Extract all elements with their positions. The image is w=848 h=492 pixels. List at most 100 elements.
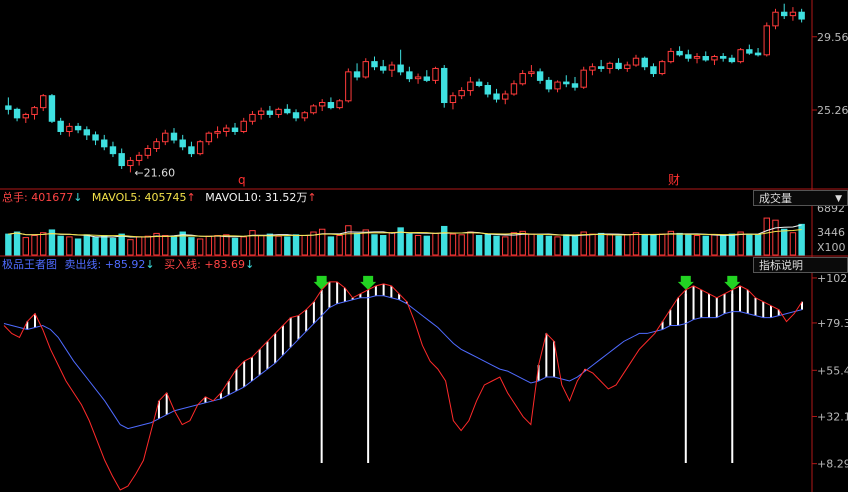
chevron-down-icon: ▼ <box>835 194 842 204</box>
volume-bar <box>781 228 788 256</box>
candle-body <box>414 76 422 80</box>
candle-body <box>153 141 160 150</box>
volume-bar <box>563 234 570 256</box>
volume-bar <box>144 235 152 256</box>
green-arrow-icon <box>360 275 377 290</box>
candle-body <box>249 113 256 122</box>
candle-body <box>336 100 343 109</box>
candle-body <box>371 61 378 68</box>
volume-bar <box>597 232 605 256</box>
candle-body <box>510 83 518 95</box>
candle-body <box>754 52 762 56</box>
candle-body <box>536 71 544 81</box>
candle-body <box>676 50 683 56</box>
candle-body <box>144 148 152 156</box>
candle-body <box>641 57 648 68</box>
indicator-legend: 极品王者图 卖出线: +85.92↓ 买入线: +83.69↓ <box>2 257 254 273</box>
volume-bar <box>711 234 718 256</box>
volume-bar <box>406 233 413 256</box>
candle-body <box>266 110 274 115</box>
volume-bar <box>66 236 73 256</box>
volume-bar <box>580 231 587 256</box>
volume-bar <box>719 234 727 256</box>
green-arrow-icon <box>677 275 694 290</box>
candle-body <box>658 61 666 75</box>
candle-body <box>502 93 509 100</box>
total-volume-label: 总手: 401677 <box>2 191 74 204</box>
volume-bar <box>502 236 509 256</box>
volume-indicator-dropdown[interactable]: 成交量 ▼ <box>753 190 848 206</box>
sell-line-series <box>3 295 803 430</box>
volume-bar <box>493 235 500 256</box>
indicator-help-button[interactable]: 指标说明 <box>753 257 848 273</box>
volume-bar <box>554 236 561 256</box>
volume-bar <box>179 231 186 256</box>
candle-body <box>528 71 535 75</box>
candle-body <box>728 57 736 63</box>
volume-bar <box>536 234 544 256</box>
candle-body <box>135 154 143 161</box>
volume-bar <box>772 219 779 256</box>
volume-bar <box>109 237 117 256</box>
volume-bar <box>318 228 326 256</box>
candle-body <box>563 81 570 85</box>
volume-bar <box>510 232 518 256</box>
volume-bar <box>615 235 622 256</box>
volume-bar <box>754 234 762 256</box>
candle-body <box>554 81 561 90</box>
volume-bar <box>266 233 274 256</box>
candle-body <box>519 73 526 85</box>
volume-bar <box>475 234 483 256</box>
volume-bar <box>292 234 300 256</box>
volume-bar <box>336 234 343 256</box>
candle-body <box>188 146 195 155</box>
candle-body <box>615 62 622 69</box>
volume-bar <box>441 225 448 256</box>
buy-line-down-arrow: ↓ <box>245 258 255 271</box>
candle-body <box>74 125 82 131</box>
candle-body <box>83 129 91 136</box>
candle-body <box>292 112 300 119</box>
candle-body <box>685 54 692 59</box>
candle-body <box>345 71 352 102</box>
candle-body <box>624 64 631 69</box>
indicator-tick-label: +79.3 <box>817 317 848 330</box>
volume-bar <box>641 234 648 256</box>
volume-bar <box>388 232 396 256</box>
green-arrow-icon <box>724 275 741 290</box>
indicator-tick-label: +32.1 <box>817 410 848 423</box>
candle-body <box>101 139 108 148</box>
candle-body <box>667 50 675 63</box>
event-marker-cai: 财 <box>668 173 680 187</box>
volume-bar <box>196 238 204 256</box>
volume-bar <box>13 231 21 256</box>
candle-body <box>388 64 396 71</box>
candle-body <box>571 83 579 88</box>
mavol5-label: MAVOL5: 405745 <box>91 191 187 204</box>
volume-bar <box>188 237 195 256</box>
candle-body <box>458 90 465 97</box>
candle-body <box>423 76 430 81</box>
volume-bar <box>345 225 352 256</box>
volume-bar <box>101 234 108 256</box>
mavol5-up-arrow: ↑ <box>186 191 196 204</box>
candle-body <box>66 125 73 132</box>
volume-bar <box>249 230 256 256</box>
candle-body <box>432 67 439 81</box>
candle-body <box>606 62 614 69</box>
volume-bar <box>327 236 335 256</box>
volume-bar <box>74 238 82 256</box>
volume-bar <box>284 236 291 256</box>
candle-body <box>719 56 727 59</box>
candle-body <box>406 71 413 80</box>
candle-body <box>475 81 483 86</box>
volume-bar <box>397 227 404 256</box>
indicator-help-label: 指标说明 <box>759 259 803 272</box>
volume-bar <box>310 231 317 256</box>
volume-bar <box>353 232 361 256</box>
candle-body <box>284 108 291 114</box>
volume-bar <box>606 234 614 256</box>
volume-tick-label: 3446 <box>817 226 845 239</box>
candle-body <box>109 146 117 155</box>
